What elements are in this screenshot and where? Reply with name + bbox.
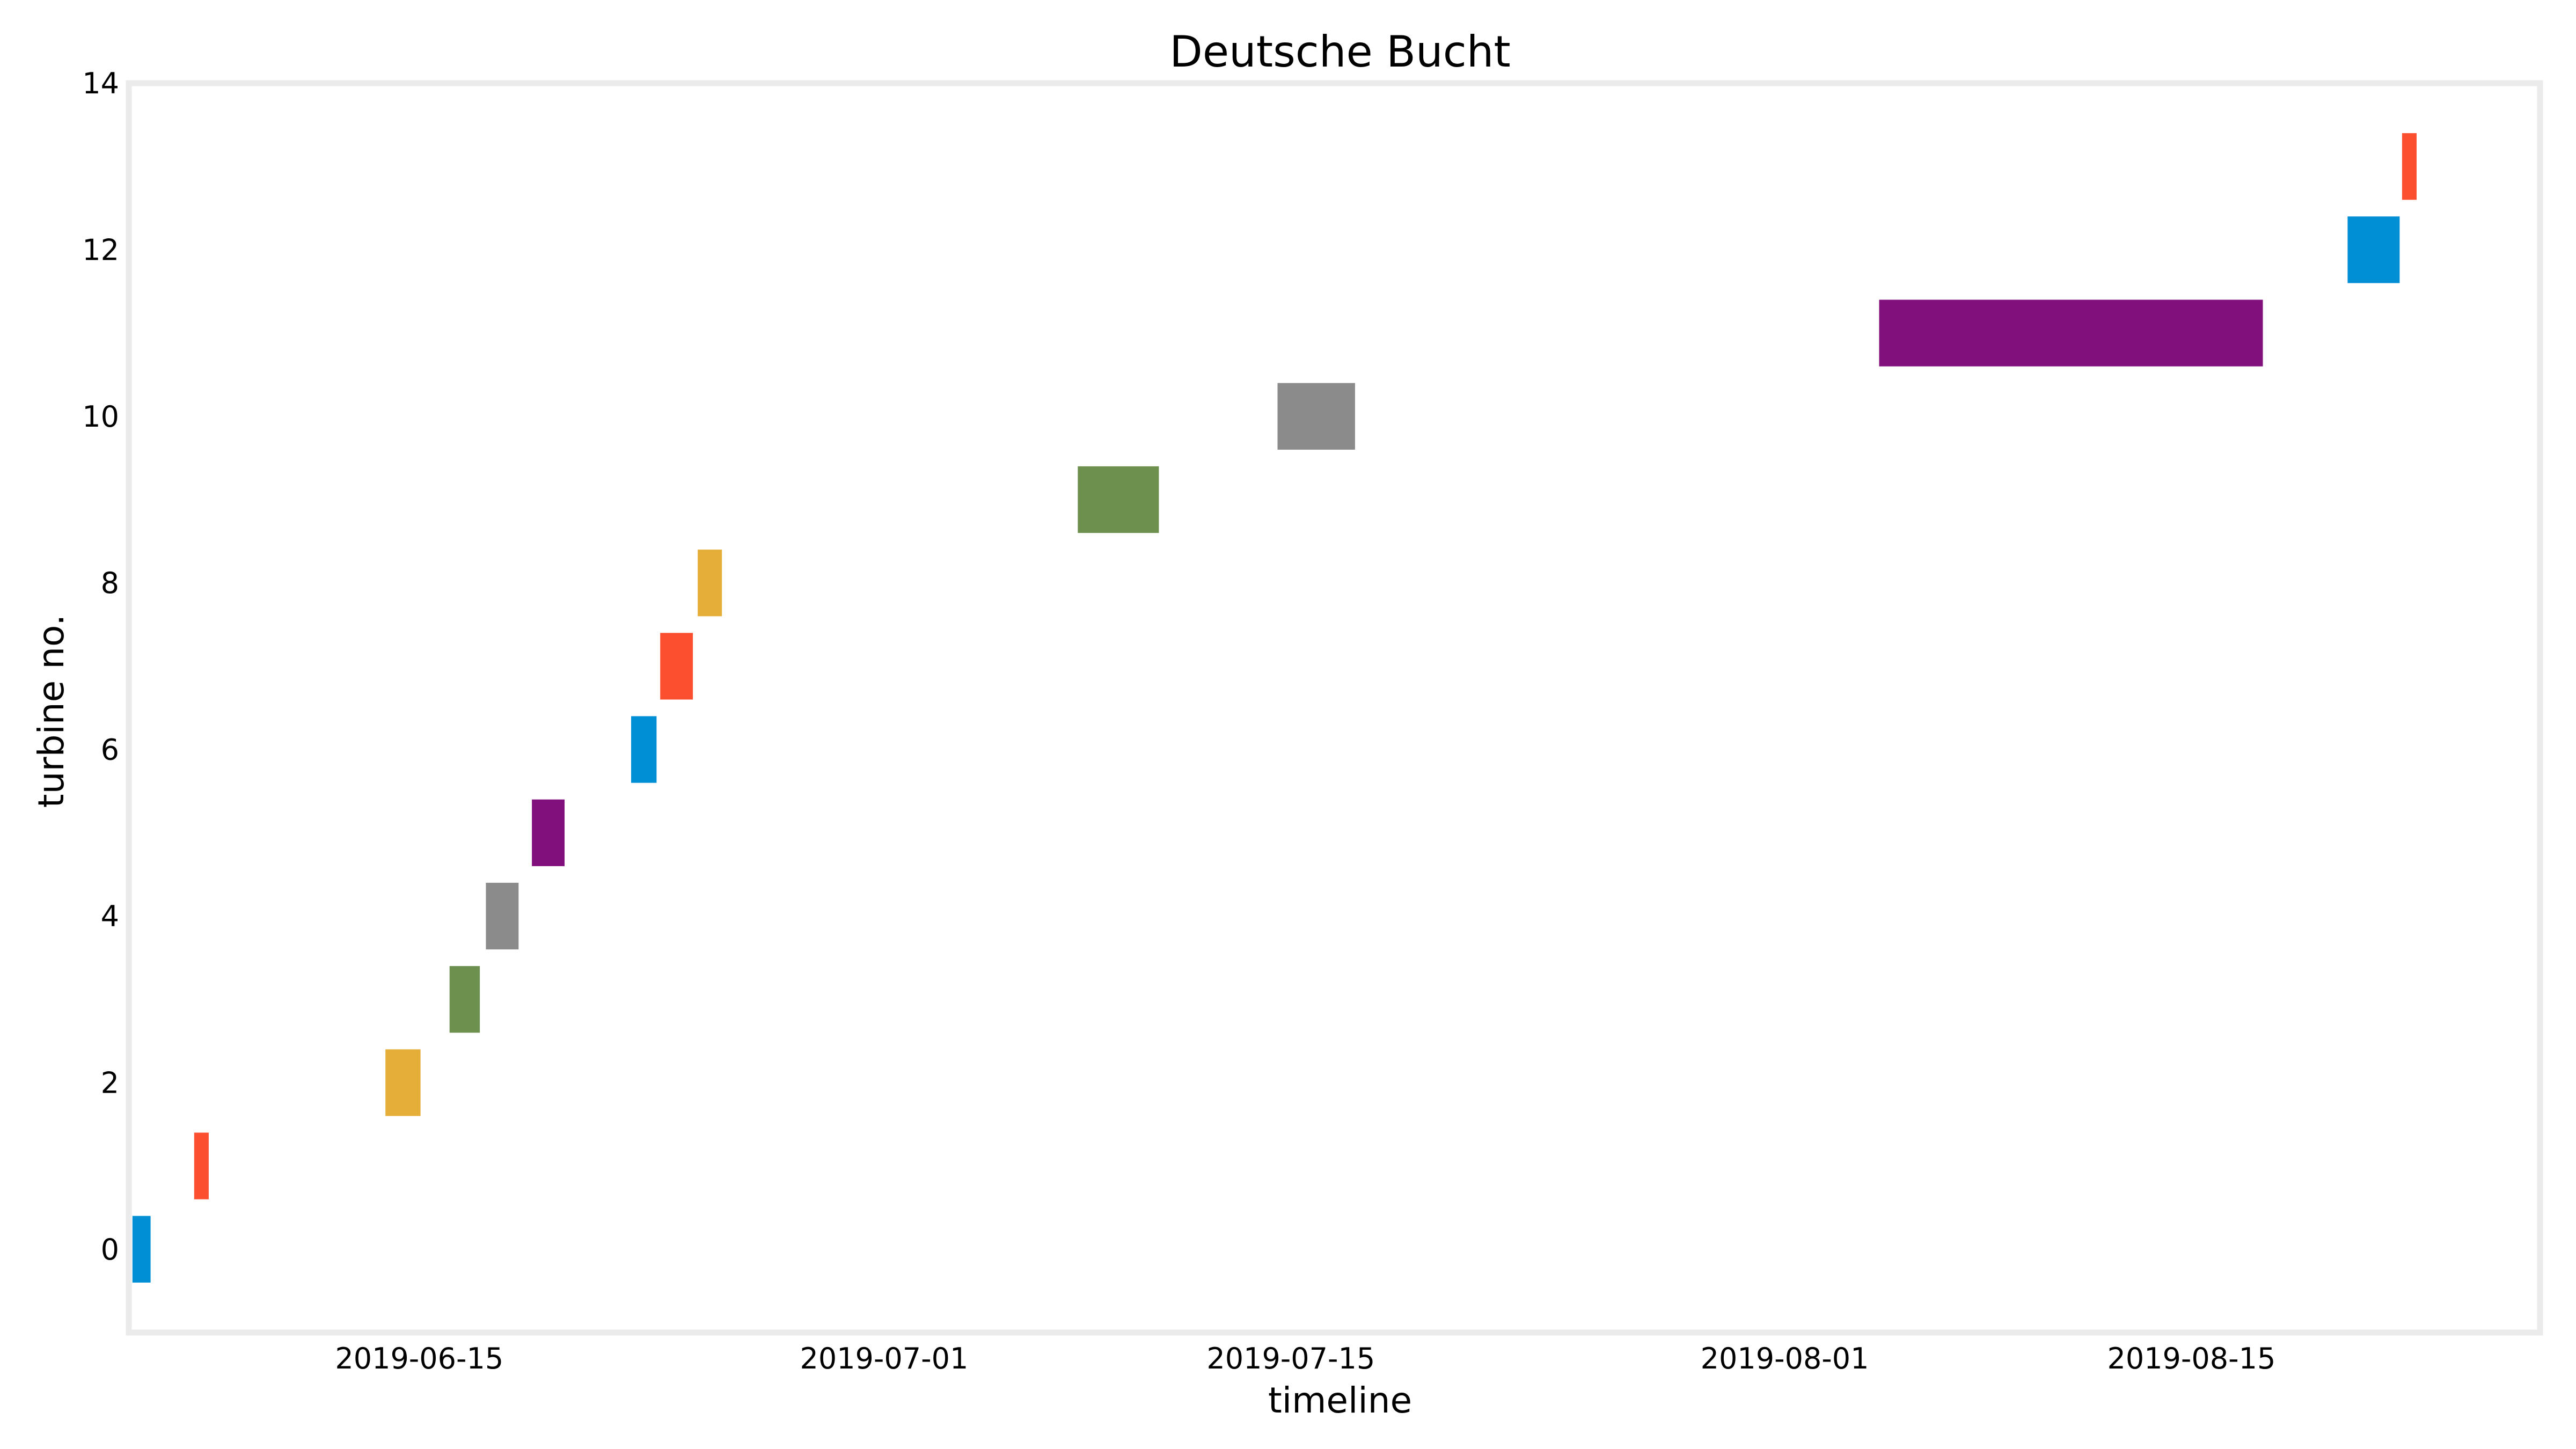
y-tick-label: 8 xyxy=(101,566,119,600)
bar-turbine-3 xyxy=(449,966,480,1033)
x-tick-label: 2019-07-01 xyxy=(800,1342,968,1375)
bar-turbine-10 xyxy=(1277,383,1355,450)
bar-turbine-6 xyxy=(631,716,657,783)
x-tick-labels: 2019-06-15 2019-07-01 2019-07-15 2019-08-01… xyxy=(335,1342,2275,1375)
bar-turbine-9 xyxy=(1078,466,1159,533)
y-tick-label: 14 xyxy=(82,67,119,100)
bar-turbine-11 xyxy=(1879,299,2263,367)
y-tick-label: 10 xyxy=(82,400,119,434)
y-tick-label: 12 xyxy=(82,233,119,267)
bar-turbine-8 xyxy=(698,550,722,617)
y-axis-label: turbine no. xyxy=(31,614,72,808)
bar-turbine-2 xyxy=(385,1049,421,1116)
bar-turbine-1 xyxy=(194,1132,209,1199)
bar-turbine-13 xyxy=(2402,133,2417,200)
bar-turbine-5 xyxy=(532,799,565,866)
bar-turbine-4 xyxy=(486,882,519,950)
x-tick-label: 2019-08-15 xyxy=(2107,1342,2275,1375)
chart-title: Deutsche Bucht xyxy=(1169,27,1511,77)
plot-frame xyxy=(126,80,2543,1336)
y-tick-labels: 0 2 4 6 8 10 12 14 xyxy=(82,67,119,1267)
bar-turbine-12 xyxy=(2347,216,2400,283)
x-tick-label: 2019-07-15 xyxy=(1206,1342,1375,1375)
bar-turbine-0 xyxy=(132,1216,151,1283)
y-tick-label: 6 xyxy=(101,733,119,767)
y-tick-label: 0 xyxy=(101,1233,119,1267)
x-tick-label: 2019-08-01 xyxy=(1701,1342,1869,1375)
x-tick-label: 2019-06-15 xyxy=(335,1342,503,1375)
bar-turbine-7 xyxy=(660,633,693,700)
x-axis-label: timeline xyxy=(1268,1380,1412,1421)
y-tick-label: 2 xyxy=(101,1066,119,1100)
bars-layer xyxy=(132,133,2417,1283)
y-tick-label: 4 xyxy=(101,899,119,933)
